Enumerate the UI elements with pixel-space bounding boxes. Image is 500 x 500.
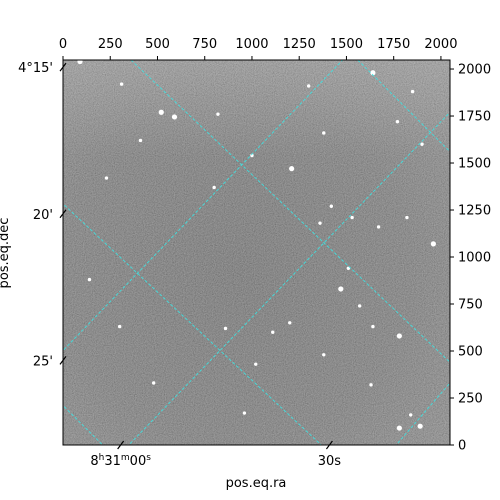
star	[369, 383, 373, 387]
star	[171, 114, 178, 120]
x-tick-label: 1000	[235, 37, 268, 52]
star	[329, 204, 334, 208]
star	[322, 353, 326, 357]
star	[87, 277, 92, 282]
star	[396, 333, 402, 339]
grid-line	[357, 60, 450, 153]
y-tick-label: 1000	[458, 251, 491, 266]
sky-image	[63, 60, 450, 445]
star	[152, 381, 156, 385]
star	[338, 286, 344, 292]
star	[405, 215, 409, 220]
y-tick-label: 500	[458, 345, 483, 360]
star	[119, 82, 124, 86]
dec-tick-label: 4°15'	[18, 61, 53, 76]
star	[410, 89, 415, 94]
star	[420, 142, 424, 146]
y-tick-label: 1500	[458, 157, 491, 172]
grid-line	[63, 203, 322, 445]
y-tick-label: 1750	[458, 110, 491, 125]
grid-line	[63, 60, 344, 352]
star	[288, 321, 292, 325]
y-tick-label: 750	[458, 298, 483, 313]
star	[223, 326, 228, 331]
grid-line	[395, 382, 450, 445]
plot-frame	[62, 59, 451, 446]
dec-tick-label: 25'	[33, 354, 53, 369]
ra-tick-label: 8h31m00s	[90, 453, 151, 469]
star	[117, 324, 122, 329]
pixel-x-axis: 0 250 500 750 1000 1250 1500 1750 2000	[59, 37, 457, 60]
star	[158, 109, 164, 115]
star	[395, 119, 400, 124]
star	[396, 425, 402, 431]
coordinate-grid	[63, 60, 450, 445]
x-axis-label: pos.eq.ra	[226, 476, 287, 491]
x-tick-label: 1250	[283, 37, 316, 52]
star	[77, 60, 83, 65]
star	[242, 411, 247, 415]
y-axis-label: pos.eq.dec	[0, 218, 12, 289]
x-tick-label: 1500	[330, 37, 363, 52]
star-sources	[77, 60, 436, 431]
ra-tick-mark	[117, 440, 125, 450]
dec-tick-label: 20'	[33, 208, 53, 223]
dec-tick-mark	[59, 356, 67, 365]
star	[254, 362, 258, 366]
star	[370, 70, 376, 76]
star	[357, 304, 362, 308]
star	[216, 112, 220, 116]
x-tick-label: 1750	[377, 37, 410, 52]
star	[430, 241, 436, 247]
star	[271, 330, 275, 334]
grid-line	[130, 60, 450, 363]
grid-line	[128, 111, 450, 445]
star	[318, 221, 322, 225]
star	[138, 138, 143, 143]
star	[371, 324, 375, 329]
star	[376, 225, 381, 229]
grid-line	[63, 404, 104, 445]
y-tick-label: 0	[458, 439, 466, 454]
pixel-y-axis: 0 250 500 750 1000 1250 1500 1750 2000	[450, 63, 491, 454]
x-tick-label: 2000	[424, 37, 457, 52]
star	[350, 215, 354, 220]
star	[212, 185, 216, 190]
x-tick-label: 750	[192, 37, 217, 52]
star	[104, 176, 109, 180]
y-tick-label: 1250	[458, 204, 491, 219]
x-tick-label: 500	[145, 37, 170, 52]
star	[417, 423, 423, 429]
star	[306, 84, 311, 88]
ra-tick-label: 30s	[318, 454, 342, 469]
dec-tick-mark	[59, 62, 67, 72]
dec-tick-mark	[59, 209, 67, 219]
star	[322, 131, 326, 135]
star	[408, 413, 413, 417]
star	[346, 266, 351, 270]
ra-tick-mark	[325, 440, 333, 450]
y-tick-label: 2000	[458, 63, 491, 78]
x-tick-label: 0	[59, 37, 67, 52]
world-axes: 4°15' 20' 25' 8h31m00s 30s	[18, 61, 341, 469]
x-tick-label: 250	[98, 37, 123, 52]
star	[289, 166, 295, 172]
y-tick-label: 250	[458, 392, 483, 407]
